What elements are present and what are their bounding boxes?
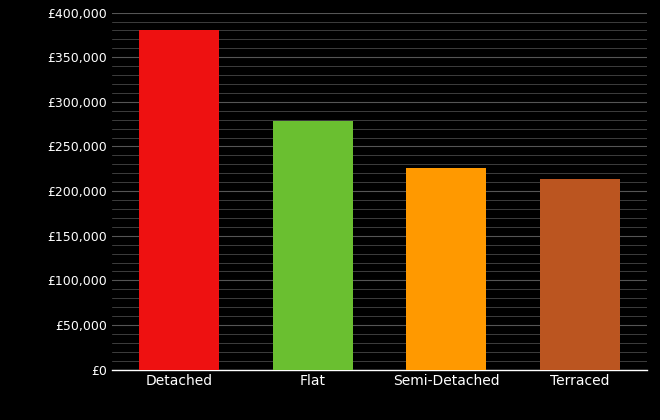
Bar <box>273 121 352 370</box>
Bar <box>406 168 486 370</box>
Bar <box>139 30 219 370</box>
Bar <box>540 178 620 370</box>
